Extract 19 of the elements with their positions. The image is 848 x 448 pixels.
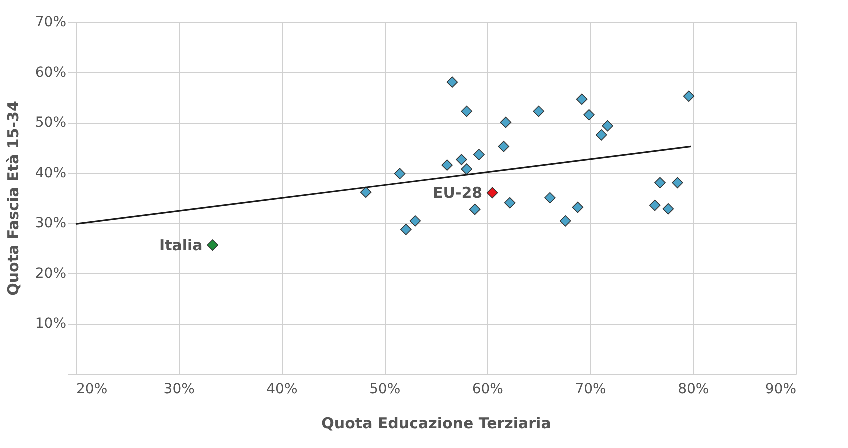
- x-tick-label: 90%: [765, 382, 796, 398]
- series-label: EU-28: [433, 184, 483, 202]
- x-tick-label: 60%: [472, 382, 504, 398]
- x-tick-label: 70%: [575, 382, 606, 398]
- y-tick-label: 40%: [35, 165, 66, 182]
- y-tick-label: 50%: [35, 115, 66, 132]
- y-axis-title: Quota Fascia Età 15-34: [4, 101, 22, 296]
- x-tick-label: 20%: [76, 382, 108, 398]
- y-tick-label: 30%: [35, 216, 66, 232]
- x-tick-label: 40%: [266, 382, 298, 398]
- y-tick-label: 10%: [35, 316, 66, 332]
- y-tick-label: 20%: [35, 266, 66, 282]
- x-tick-label: 80%: [678, 382, 710, 398]
- x-tick-label: 30%: [164, 382, 195, 398]
- y-tick-label: 60%: [35, 64, 66, 81]
- y-tick-label: 70%: [35, 14, 66, 30]
- series-label: Italia: [160, 236, 203, 254]
- x-axis-title: Quota Educazione Terziaria: [322, 414, 552, 432]
- x-tick-label: 50%: [370, 382, 401, 398]
